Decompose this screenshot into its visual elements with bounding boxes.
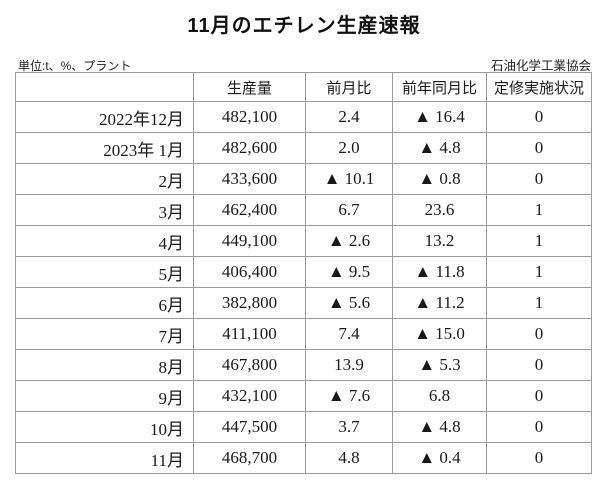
cell-month-over-month: ▲ 9.5	[305, 256, 393, 288]
unit-note: 単位:t、%、プラント	[18, 59, 132, 73]
cell-maintenance-status: 1	[486, 256, 592, 288]
cell-maintenance-status: 0	[486, 411, 592, 443]
cell-year-over-year: ▲ 0.8	[392, 163, 487, 195]
table-row: 9月 432,100 ▲ 7.6 6.8 0	[15, 380, 592, 412]
report-page: 11月のエチレン生産速報 単位:t、%、プラント 石油化学工業協会 生産量 前月…	[0, 0, 608, 474]
cell-production-volume: 482,600	[193, 132, 306, 164]
cell-maintenance-status: 1	[486, 194, 592, 226]
cell-production-volume: 433,600	[193, 163, 306, 195]
row-label-month: 10月	[15, 411, 194, 443]
cell-month-over-month: 13.9	[305, 349, 393, 381]
cell-maintenance-status: 0	[486, 318, 592, 350]
table-row: 7月 411,100 7.4 ▲ 15.0 0	[15, 318, 592, 350]
cell-maintenance-status: 1	[486, 225, 592, 257]
table-body: 2022年12月 482,100 2.4 ▲ 16.4 0 2023年 1月 482,600…	[15, 101, 592, 474]
cell-year-over-year: ▲ 16.4	[392, 101, 487, 133]
cell-production-volume: 406,400	[193, 256, 306, 288]
row-label-month: 2月	[15, 163, 194, 195]
cell-year-over-year: 23.6	[392, 194, 487, 226]
table-row: 6月 382,800 ▲ 5.6 ▲ 11.2 1	[15, 287, 592, 319]
cell-month-over-month: 6.7	[305, 194, 393, 226]
table-row: 2023年 1月 482,600 2.0 ▲ 4.8 0	[15, 132, 592, 164]
cell-month-over-month: 4.8	[305, 442, 393, 474]
cell-year-over-year: ▲ 4.8	[392, 132, 487, 164]
cell-year-over-year: 6.8	[392, 380, 487, 412]
cell-month-over-month: ▲ 7.6	[305, 380, 393, 412]
cell-year-over-year: ▲ 15.0	[392, 318, 487, 350]
cell-production-volume: 467,800	[193, 349, 306, 381]
cell-maintenance-status: 0	[486, 101, 592, 133]
cell-production-volume: 482,100	[193, 101, 306, 133]
cell-maintenance-status: 0	[486, 349, 592, 381]
cell-production-volume: 432,100	[193, 380, 306, 412]
header-year-over-year: 前年同月比	[392, 72, 487, 102]
source-organization: 石油化学工業協会	[490, 59, 591, 73]
header-maintenance-status: 定修実施状況	[486, 72, 592, 102]
cell-production-volume: 447,500	[193, 411, 306, 443]
header-month-over-month: 前月比	[305, 72, 393, 102]
cell-maintenance-status: 0	[486, 163, 592, 195]
cell-production-volume: 382,800	[193, 287, 306, 319]
cell-year-over-year: 13.2	[392, 225, 487, 257]
cell-production-volume: 468,700	[193, 442, 306, 474]
row-label-month: 7月	[15, 318, 194, 350]
ethylene-production-table: 生産量 前月比 前年同月比 定修実施状況 2022年12月 482,100 2.4 ▲…	[15, 72, 592, 474]
table-row: 5月 406,400 ▲ 9.5 ▲ 11.8 1	[15, 256, 592, 288]
cell-maintenance-status: 0	[486, 442, 592, 474]
cell-maintenance-status: 1	[486, 287, 592, 319]
cell-month-over-month: ▲ 5.6	[305, 287, 393, 319]
row-label-month: 5月	[15, 256, 194, 288]
cell-year-over-year: ▲ 5.3	[392, 349, 487, 381]
row-label-month: 3月	[15, 194, 194, 226]
cell-year-over-year: ▲ 4.8	[392, 411, 487, 443]
header-corner-cell	[15, 72, 194, 102]
row-label-month: 11月	[15, 442, 194, 474]
table-row: 4月 449,100 ▲ 2.6 13.2 1	[15, 225, 592, 257]
cell-production-volume: 449,100	[193, 225, 306, 257]
cell-month-over-month: ▲ 2.6	[305, 225, 393, 257]
header-production-volume: 生産量	[193, 72, 306, 102]
cell-month-over-month: ▲ 10.1	[305, 163, 393, 195]
cell-production-volume: 411,100	[193, 318, 306, 350]
row-label-month: 4月	[15, 225, 194, 257]
table-row: 3月 462,400 6.7 23.6 1	[15, 194, 592, 226]
cell-month-over-month: 7.4	[305, 318, 393, 350]
cell-month-over-month: 2.0	[305, 132, 393, 164]
row-label-month: 9月	[15, 380, 194, 412]
cell-month-over-month: 2.4	[305, 101, 393, 133]
cell-maintenance-status: 0	[486, 380, 592, 412]
table-row: 8月 467,800 13.9 ▲ 5.3 0	[15, 349, 592, 381]
row-label-month: 2023年 1月	[15, 132, 194, 164]
meta-row: 単位:t、%、プラント 石油化学工業協会	[18, 55, 591, 74]
page-title: 11月のエチレン生産速報	[187, 15, 421, 37]
table-row: 10月 447,500 3.7 ▲ 4.8 0	[15, 411, 592, 443]
cell-year-over-year: ▲ 11.2	[392, 287, 487, 319]
cell-maintenance-status: 0	[486, 132, 592, 164]
row-label-month: 6月	[15, 287, 194, 319]
cell-year-over-year: ▲ 0.4	[392, 442, 487, 474]
cell-month-over-month: 3.7	[305, 411, 393, 443]
header-row: 生産量 前月比 前年同月比 定修実施状況	[15, 72, 592, 102]
cell-production-volume: 462,400	[193, 194, 306, 226]
row-label-month: 2022年12月	[15, 101, 194, 133]
table-row: 11月 468,700 4.8 ▲ 0.4 0	[15, 442, 592, 474]
table-row: 2月 433,600 ▲ 10.1 ▲ 0.8 0	[15, 163, 592, 195]
cell-year-over-year: ▲ 11.8	[392, 256, 487, 288]
table-row: 2022年12月 482,100 2.4 ▲ 16.4 0	[15, 101, 592, 133]
row-label-month: 8月	[15, 349, 194, 381]
